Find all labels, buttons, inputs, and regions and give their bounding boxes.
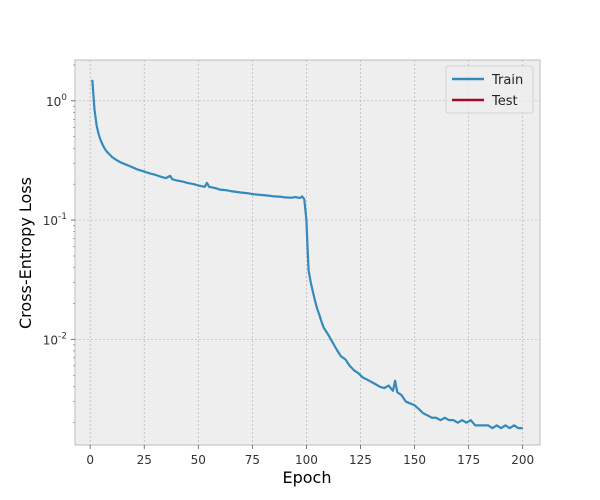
y-tick-label: 100 <box>46 93 67 109</box>
x-tick-label: 175 <box>457 453 480 467</box>
y-tick-label: 10-1 <box>43 212 67 228</box>
series-line-train <box>91 79 523 430</box>
x-axis-label: Epoch <box>283 468 332 487</box>
legend-label-train: Train <box>491 73 523 88</box>
axis-ticks: 0 25 50 75 100 125 150 175 200 100 10-1 10-2 <box>43 64 534 467</box>
y-tick-label: 10-2 <box>43 331 67 347</box>
x-tick-label: 150 <box>403 453 426 467</box>
y-axis-label: Cross-Entropy Loss <box>16 177 35 329</box>
x-tick-label: 75 <box>245 453 260 467</box>
x-tick-label: 50 <box>191 453 206 467</box>
plot-frame <box>74 59 541 446</box>
legend: Train Test <box>445 65 534 114</box>
x-tick-label: 125 <box>349 453 372 467</box>
x-tick-label: 100 <box>295 453 318 467</box>
series-lines <box>91 79 523 430</box>
x-tick-label: 200 <box>511 453 534 467</box>
grid-lines <box>75 60 540 445</box>
legend-label-test: Test <box>491 94 518 109</box>
x-tick-label: 0 <box>86 453 94 467</box>
x-tick-label: 25 <box>137 453 152 467</box>
